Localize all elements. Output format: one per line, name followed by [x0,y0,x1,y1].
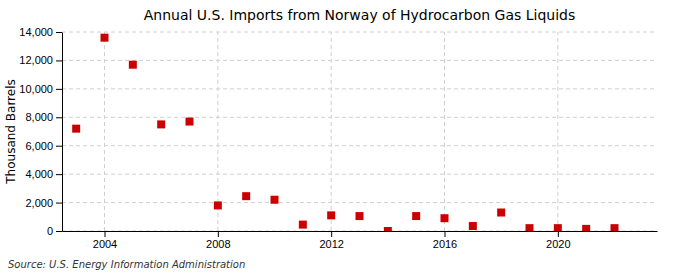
y-tick: 12,000 [19,54,62,66]
point [441,214,449,222]
y-tick-mark [56,174,62,175]
grid-line [62,60,657,61]
y-tick: 6,000 [25,140,62,152]
x-axis: 2004 2008 2012 2016 2020 [63,231,658,250]
point [526,224,534,231]
x-tick-label: 2016 [433,238,457,250]
point [497,209,505,217]
y-axis: 0 2,000 4,000 6,000 8,000 10,000 12,000 14,000 [19,26,62,237]
y-tick: 2,000 [25,197,62,209]
x-tick-label: 2008 [206,238,230,250]
y-tick-mark [56,60,62,61]
point [129,61,137,69]
title: Annual U.S. Imports from Norway of Hydro… [144,7,576,23]
y-tick-label: 2,000 [25,197,53,209]
point [327,211,335,219]
y-tick-label: 14,000 [19,26,53,38]
y-tick-mark [56,117,62,118]
chart: 2004 2008 2012 2016 2020 0 2,000 4,000 6,000 8,00… [0,0,675,275]
y-tick-mark [56,203,62,204]
x-tick-label: 2020 [546,238,570,250]
grid-line [62,231,657,232]
y-tick: 0 [47,225,62,237]
grid-line [557,32,558,231]
point [384,227,392,231]
grid [62,32,657,231]
x-tick-mark [558,231,559,237]
point [214,201,222,209]
y-tick-mark [56,89,62,90]
point [72,125,80,133]
grid-line [62,32,657,33]
y-tick: 8,000 [25,111,62,123]
point [101,34,109,42]
grid-line [217,32,218,231]
y-tick-label: 6,000 [25,140,53,152]
y-tick-label: 8,000 [25,111,53,123]
y-axis-line [62,33,63,232]
x-tick: 2008 [206,231,230,250]
grid-line [62,88,657,89]
grid-line [62,117,657,118]
y-tick: 14,000 [19,26,62,38]
point [582,225,590,231]
grid-line [444,32,445,231]
point [299,221,307,229]
point [157,120,165,128]
point [186,118,194,126]
y-tick: 4,000 [25,168,62,180]
y-tick-label: 4,000 [25,168,53,180]
y-tick-label: 0 [47,225,53,237]
grid-line [104,32,105,231]
source: Source: U.S. Energy Information Administ… [8,259,245,270]
y-tick-label: 10,000 [19,83,53,95]
grid-line [331,32,332,231]
point [611,224,619,231]
x-tick-mark [331,231,332,237]
y-tick: 10,000 [19,83,62,95]
point [242,192,250,200]
point [356,212,364,220]
x-tick-mark [218,231,219,237]
y-tick-mark [56,231,62,232]
x-tick: 2016 [433,231,457,250]
x-tick: 2012 [319,231,343,250]
point [469,222,477,230]
x-axis-line [63,231,658,232]
y-axis-title: Thousand Barrels [4,79,18,184]
x-tick-label: 2012 [319,238,343,250]
x-tick-label: 2004 [93,238,117,250]
point [271,196,279,204]
y-tick-mark [56,146,62,147]
point [554,224,562,231]
x-tick: 2020 [546,231,570,250]
y-tick-mark [56,32,62,33]
point [412,212,420,220]
y-tick-label: 12,000 [19,54,53,66]
grid-line [62,174,657,175]
points [72,34,618,231]
x-tick-mark [105,231,106,237]
grid-line [62,145,657,146]
x-tick: 2004 [93,231,117,250]
grid-line [62,202,657,203]
x-tick-mark [445,231,446,237]
